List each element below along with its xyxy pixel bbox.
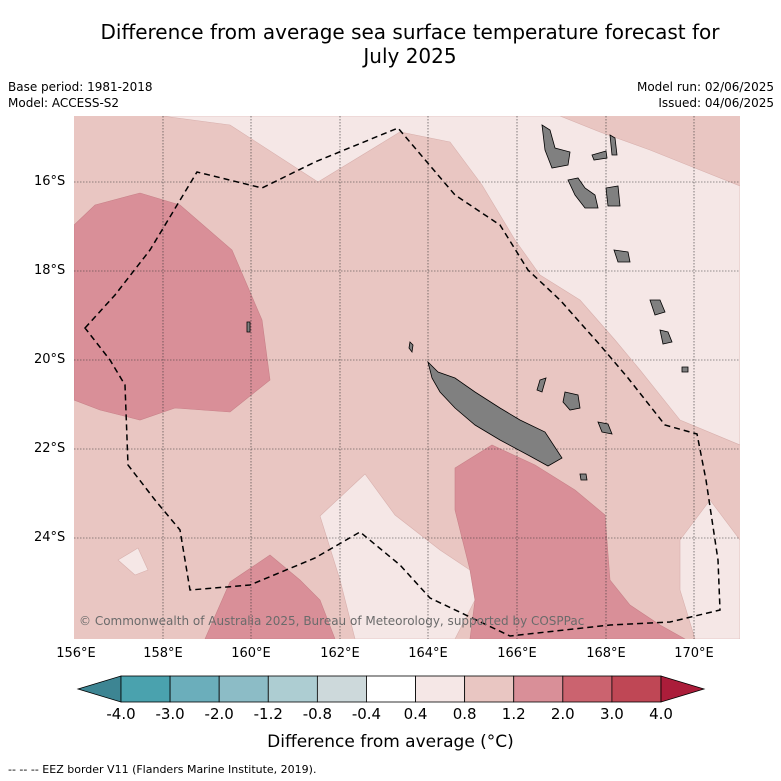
land-masses: [246, 124, 689, 481]
y-tick-label: 16°S: [34, 174, 66, 189]
colorbar-segment: [316, 675, 367, 703]
colorbar-tick-label: 0.4: [403, 705, 428, 723]
ile-des-pins: [579, 473, 588, 481]
colorbar-tick-label: -2.0: [204, 705, 234, 723]
colorbar-over-arrow: [660, 675, 706, 703]
anomaly-fill-0.4-0.8-east: [679, 499, 740, 639]
anomaly-fill-0.4-0.8-patch: [117, 547, 149, 576]
x-tick-label: 168°E: [586, 646, 626, 661]
aneityum: [681, 366, 689, 373]
y-tick-label: 20°S: [34, 352, 66, 367]
belep-islands: [408, 341, 414, 354]
map-gridlines: [74, 116, 740, 639]
issued-date: Issued: 04/06/2025: [658, 96, 774, 110]
colorbar-segment: [120, 675, 171, 703]
colorbar-segment: [513, 675, 564, 703]
mare-island: [597, 421, 613, 435]
footer-note: -- -- -- EEZ border V11 (Flanders Marine…: [8, 763, 317, 776]
colorbar-tick-label: 0.8: [452, 705, 477, 723]
base-period: Base period: 1981-2018: [8, 80, 153, 94]
copyright-notice: © Commonwealth of Australia 2025, Bureau…: [79, 614, 585, 628]
x-tick-label: 160°E: [231, 646, 271, 661]
erromango: [649, 299, 666, 316]
x-tick-label: 162°E: [320, 646, 360, 661]
colorbar-tick-label: 1.2: [501, 705, 526, 723]
colorbar-tick-label: -0.8: [302, 705, 332, 723]
model-name: Model: ACCESS-S2: [8, 96, 120, 110]
x-tick-label: 166°E: [497, 646, 537, 661]
colorbar-segment: [562, 675, 613, 703]
malakula: [567, 177, 599, 209]
anomaly-fill-1.2-2.0-south: [454, 444, 686, 639]
colorbar-segment: [415, 675, 466, 703]
colorbar-segment: [218, 675, 269, 703]
tanna: [659, 329, 673, 345]
colorbar-segment: [267, 675, 318, 703]
x-tick-label: 170°E: [674, 646, 714, 661]
x-tick-label: 158°E: [143, 646, 183, 661]
x-tick-label: 156°E: [56, 646, 96, 661]
ouvea-island: [536, 377, 547, 393]
colorbar-segment: [169, 675, 220, 703]
y-tick-label: 24°S: [34, 530, 66, 545]
colorbar-tick-label: -4.0: [106, 705, 136, 723]
espiritu-santo: [541, 124, 571, 169]
colorbar: [76, 675, 706, 703]
colorbar-tick-label: 4.0: [649, 705, 673, 723]
small-islet: [246, 321, 251, 333]
ambae: [591, 150, 608, 161]
colorbar-under-arrow: [76, 675, 122, 703]
lifou-island: [562, 391, 581, 411]
colorbar-tick-label: 3.0: [599, 705, 624, 723]
colorbar-segment: [464, 675, 515, 703]
x-tick-label: 164°E: [408, 646, 448, 661]
new-caledonia: [427, 360, 563, 467]
pentecost: [609, 134, 618, 156]
chart-title-line2: July 2025: [363, 44, 457, 68]
colorbar-tick-label: -0.4: [351, 705, 382, 723]
anomaly-fill-1.2-2.0-southwest: [204, 554, 336, 639]
colorbar-tick-label: -3.0: [155, 705, 185, 723]
y-tick-label: 22°S: [34, 441, 66, 456]
epi-island: [605, 185, 621, 207]
colorbar-segment: [611, 675, 662, 703]
colorbar-title: Difference from average (°C): [267, 732, 514, 752]
colorbar-tick-label: 2.0: [550, 705, 575, 723]
colorbar-segment: [366, 675, 416, 703]
colorbar-tick-label: -1.2: [253, 705, 283, 723]
chart-title-line1: Difference from average sea surface temp…: [100, 20, 720, 44]
eez-border: [84, 127, 721, 637]
y-tick-label: 18°S: [34, 263, 66, 278]
efate: [613, 249, 631, 263]
anomaly-fill-1.2-2.0-west: [74, 192, 271, 421]
model-run: Model run: 02/06/2025: [636, 80, 774, 94]
